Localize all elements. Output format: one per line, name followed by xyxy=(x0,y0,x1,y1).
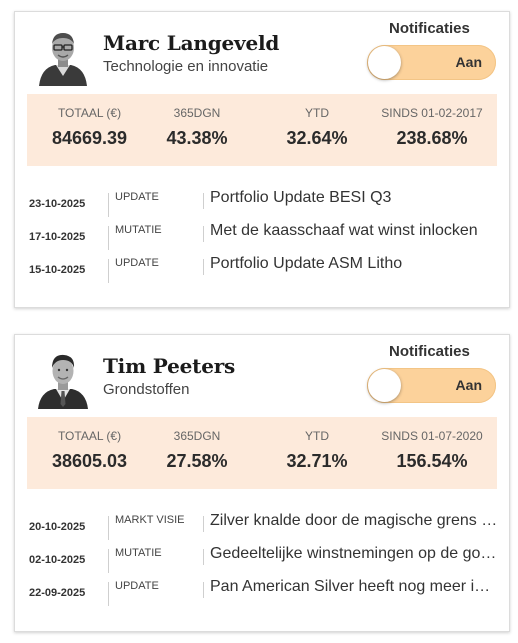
divider xyxy=(108,516,109,540)
stat-value: 156.54% xyxy=(396,451,468,471)
stat-value: 32.64% xyxy=(286,128,348,148)
divider xyxy=(203,516,204,532)
news-title-link[interactable]: Met de kaasschaaf wat winst inlocken xyxy=(210,222,478,239)
stat-value: 32.71% xyxy=(286,451,348,471)
portfolio-subtitle: Technologie en innovatie xyxy=(103,58,269,75)
stats-panel: TOTAAL (€) 38605.03 365DGN 27.58% YTD 32… xyxy=(27,417,497,489)
news-date: 17-10-2025 xyxy=(29,231,86,243)
stat-label: YTD xyxy=(305,106,329,120)
news-title-link[interactable]: Portfolio Update BESI Q3 xyxy=(210,189,392,206)
divider xyxy=(108,226,109,250)
news-type: MUTATIE xyxy=(115,224,162,236)
stat-value: 38605.03 xyxy=(51,451,128,471)
stat-label: YTD xyxy=(305,429,329,443)
toggle-knob[interactable] xyxy=(368,369,401,402)
divider xyxy=(203,193,204,209)
divider xyxy=(108,259,109,283)
portfolio-card-tim-peeters: Tim Peeters Grondstoffen Notificaties Aa… xyxy=(14,334,510,632)
divider xyxy=(203,582,204,598)
stat-label: SINDS 01-07-2020 xyxy=(381,429,483,443)
news-item[interactable]: 23-10-2025 UPDATE Portfolio Update BESI … xyxy=(29,189,499,217)
news-type: UPDATE xyxy=(115,580,159,592)
toggle-state-label: Aan xyxy=(455,54,482,70)
news-type: UPDATE xyxy=(115,257,159,269)
news-date: 22-09-2025 xyxy=(29,587,86,599)
portfolio-manager-name[interactable]: Marc Langeveld xyxy=(103,31,280,55)
news-item[interactable]: 22-09-2025 UPDATE Pan American Silver he… xyxy=(29,578,499,606)
news-title-link[interactable]: Pan American Silver heeft nog meer in zi… xyxy=(210,578,499,595)
toggle-knob[interactable] xyxy=(368,46,401,79)
stat-365-days: 365DGN 27.58% xyxy=(142,429,252,472)
avatar[interactable] xyxy=(37,26,89,86)
stat-label: TOTAAL (€) xyxy=(57,106,122,120)
notifications-label: Notificaties xyxy=(389,20,470,37)
portfolio-card-marc-langeveld: Marc Langeveld Technologie en innovatie … xyxy=(14,11,510,308)
stat-label: TOTAAL (€) xyxy=(57,429,122,443)
stat-value: 27.58% xyxy=(166,451,228,471)
news-type: MARKT VISIE xyxy=(115,514,185,526)
divider xyxy=(203,549,204,565)
divider xyxy=(203,226,204,242)
divider xyxy=(108,582,109,606)
stat-value: 43.38% xyxy=(166,128,228,148)
stats-panel: TOTAAL (€) 84669.39 365DGN 43.38% YTD 32… xyxy=(27,94,497,166)
news-date: 23-10-2025 xyxy=(29,198,86,210)
news-date: 15-10-2025 xyxy=(29,264,86,276)
stat-value: 84669.39 xyxy=(51,128,128,148)
portfolio-subtitle: Grondstoffen xyxy=(103,381,190,398)
stat-365-days: 365DGN 43.38% xyxy=(142,106,252,149)
news-title-link[interactable]: Portfolio Update ASM Litho xyxy=(210,255,403,272)
notifications-toggle[interactable]: Aan xyxy=(367,368,496,403)
news-item[interactable]: 17-10-2025 MUTATIE Met de kaasschaaf wat… xyxy=(29,222,499,250)
stat-total: TOTAAL (€) 38605.03 xyxy=(27,429,152,472)
stat-ytd: YTD 32.71% xyxy=(267,429,367,472)
notifications-label: Notificaties xyxy=(389,343,470,360)
news-title-link[interactable]: Zilver knalde door de magische grens van… xyxy=(210,512,499,529)
news-date: 02-10-2025 xyxy=(29,554,86,566)
stat-since-start: SINDS 01-07-2020 156.54% xyxy=(367,429,497,472)
stat-since-start: SINDS 01-02-2017 238.68% xyxy=(367,106,497,149)
stat-label: 365DGN xyxy=(173,106,221,120)
divider xyxy=(108,549,109,573)
news-item[interactable]: 15-10-2025 UPDATE Portfolio Update ASM L… xyxy=(29,255,499,283)
news-title-link[interactable]: Gedeeltelijke winstnemingen op de goudmi… xyxy=(210,545,499,562)
stat-total: TOTAAL (€) 84669.39 xyxy=(27,106,152,149)
stat-ytd: YTD 32.64% xyxy=(267,106,367,149)
news-type: UPDATE xyxy=(115,191,159,203)
stat-label: 365DGN xyxy=(173,429,221,443)
news-item[interactable]: 20-10-2025 MARKT VISIE Zilver knalde doo… xyxy=(29,512,499,540)
news-date: 20-10-2025 xyxy=(29,521,86,533)
divider xyxy=(203,259,204,275)
stat-value: 238.68% xyxy=(396,128,468,148)
news-type: MUTATIE xyxy=(115,547,162,559)
divider xyxy=(108,193,109,217)
news-item[interactable]: 02-10-2025 MUTATIE Gedeeltelijke winstne… xyxy=(29,545,499,573)
notifications-toggle[interactable]: Aan xyxy=(367,45,496,80)
stat-label: SINDS 01-02-2017 xyxy=(381,106,483,120)
portfolio-manager-name[interactable]: Tim Peeters xyxy=(103,354,236,378)
avatar[interactable] xyxy=(37,349,89,409)
toggle-state-label: Aan xyxy=(455,377,482,393)
